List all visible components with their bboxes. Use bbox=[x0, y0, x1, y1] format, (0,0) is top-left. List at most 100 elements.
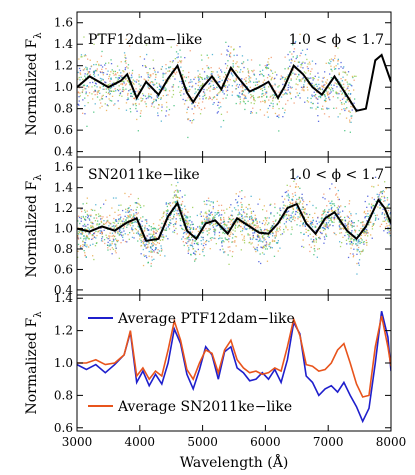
scatter-point bbox=[340, 205, 342, 207]
scatter-point bbox=[183, 244, 185, 247]
scatter-point bbox=[257, 236, 259, 238]
scatter-point bbox=[278, 91, 280, 93]
scatter-point bbox=[375, 217, 377, 219]
scatter-point bbox=[151, 102, 154, 104]
legend-label-sn2011ke: Average SN2011ke−like bbox=[117, 399, 292, 415]
scatter-point bbox=[214, 230, 216, 232]
scatter-point bbox=[322, 105, 324, 107]
scatter-point bbox=[245, 215, 247, 217]
scatter-point bbox=[366, 230, 368, 232]
scatter-point bbox=[182, 98, 184, 101]
scatter-point bbox=[146, 235, 148, 237]
scatter-point bbox=[327, 217, 329, 220]
scatter-point bbox=[101, 240, 104, 242]
scatter-point bbox=[208, 76, 210, 78]
scatter-point bbox=[213, 102, 215, 104]
scatter-point bbox=[338, 213, 340, 216]
scatter-point bbox=[303, 233, 305, 235]
scatter-point bbox=[337, 78, 339, 81]
scatter-point bbox=[161, 66, 163, 68]
scatter-point bbox=[384, 181, 386, 183]
scatter-point bbox=[340, 66, 342, 68]
scatter-point bbox=[279, 217, 281, 219]
scatter-point bbox=[168, 203, 170, 205]
scatter-point bbox=[292, 69, 295, 71]
scatter-point bbox=[91, 93, 93, 95]
scatter-point bbox=[165, 235, 167, 237]
scatter-point bbox=[197, 242, 199, 244]
scatter-point bbox=[252, 107, 254, 109]
scatter-point bbox=[241, 190, 243, 192]
scatter-point bbox=[101, 238, 103, 240]
scatter-point bbox=[175, 218, 177, 220]
scatter-point bbox=[127, 67, 129, 69]
scatter-point bbox=[135, 99, 137, 101]
scatter-point bbox=[153, 251, 155, 253]
scatter-point bbox=[120, 223, 122, 225]
scatter-point bbox=[150, 226, 152, 228]
scatter-point bbox=[385, 216, 387, 219]
scatter-point bbox=[312, 79, 314, 81]
scatter-point bbox=[310, 220, 312, 223]
scatter-point bbox=[256, 248, 258, 251]
scatter-point bbox=[148, 255, 150, 257]
scatter-point bbox=[244, 89, 246, 91]
scatter-point bbox=[199, 227, 201, 229]
scatter-point bbox=[350, 236, 352, 238]
scatter-point bbox=[322, 227, 324, 229]
scatter-point bbox=[346, 215, 348, 217]
scatter-point bbox=[96, 234, 98, 237]
average-sn2011ke-line bbox=[77, 315, 391, 398]
scatter-point bbox=[120, 75, 122, 77]
scatter-point bbox=[214, 88, 216, 90]
scatter-point bbox=[93, 217, 95, 219]
scatter-point bbox=[212, 226, 215, 228]
scatter-point bbox=[296, 76, 299, 78]
scatter-point bbox=[272, 232, 274, 235]
scatter-point bbox=[89, 214, 91, 216]
scatter-point bbox=[139, 223, 142, 225]
scatter-point bbox=[225, 74, 227, 76]
scatter-point bbox=[143, 244, 145, 246]
scatter-point bbox=[122, 218, 125, 220]
scatter-point bbox=[206, 75, 208, 77]
scatter-point bbox=[165, 94, 168, 96]
scatter-point bbox=[282, 217, 285, 219]
scatter-point bbox=[304, 54, 307, 56]
scatter-point bbox=[173, 216, 175, 219]
scatter-point bbox=[353, 248, 355, 250]
scatter-point bbox=[162, 74, 164, 76]
scatter-point bbox=[325, 90, 328, 92]
scatter-point bbox=[363, 210, 366, 213]
scatter-point bbox=[318, 237, 320, 239]
scatter-point bbox=[162, 79, 164, 82]
scatter-point bbox=[125, 102, 128, 104]
scatter-point bbox=[93, 258, 95, 261]
scatter-point bbox=[267, 235, 269, 237]
scatter-point bbox=[129, 108, 131, 110]
scatter-point bbox=[106, 73, 108, 75]
scatter-point bbox=[169, 216, 171, 219]
scatter-point bbox=[102, 74, 104, 76]
scatter-point bbox=[86, 236, 88, 238]
scatter-point bbox=[92, 234, 94, 236]
scatter-point bbox=[217, 74, 219, 76]
scatter-point bbox=[168, 108, 171, 111]
scatter-point bbox=[131, 95, 133, 98]
scatter-point bbox=[358, 239, 360, 241]
scatter-point bbox=[373, 186, 375, 188]
scatter-point bbox=[175, 212, 178, 214]
scatter-point bbox=[103, 229, 105, 231]
scatter-point bbox=[338, 212, 340, 214]
scatter-point bbox=[148, 242, 150, 244]
scatter-point bbox=[101, 105, 103, 107]
scatter-point bbox=[167, 238, 169, 240]
scatter-point bbox=[173, 72, 176, 74]
scatter-point bbox=[172, 202, 174, 204]
scatter-point bbox=[212, 206, 214, 208]
scatter-point bbox=[213, 223, 215, 225]
scatter-point bbox=[239, 71, 241, 73]
scatter-point bbox=[203, 92, 206, 94]
scatter-point bbox=[154, 248, 156, 251]
scatter-point bbox=[339, 241, 341, 243]
